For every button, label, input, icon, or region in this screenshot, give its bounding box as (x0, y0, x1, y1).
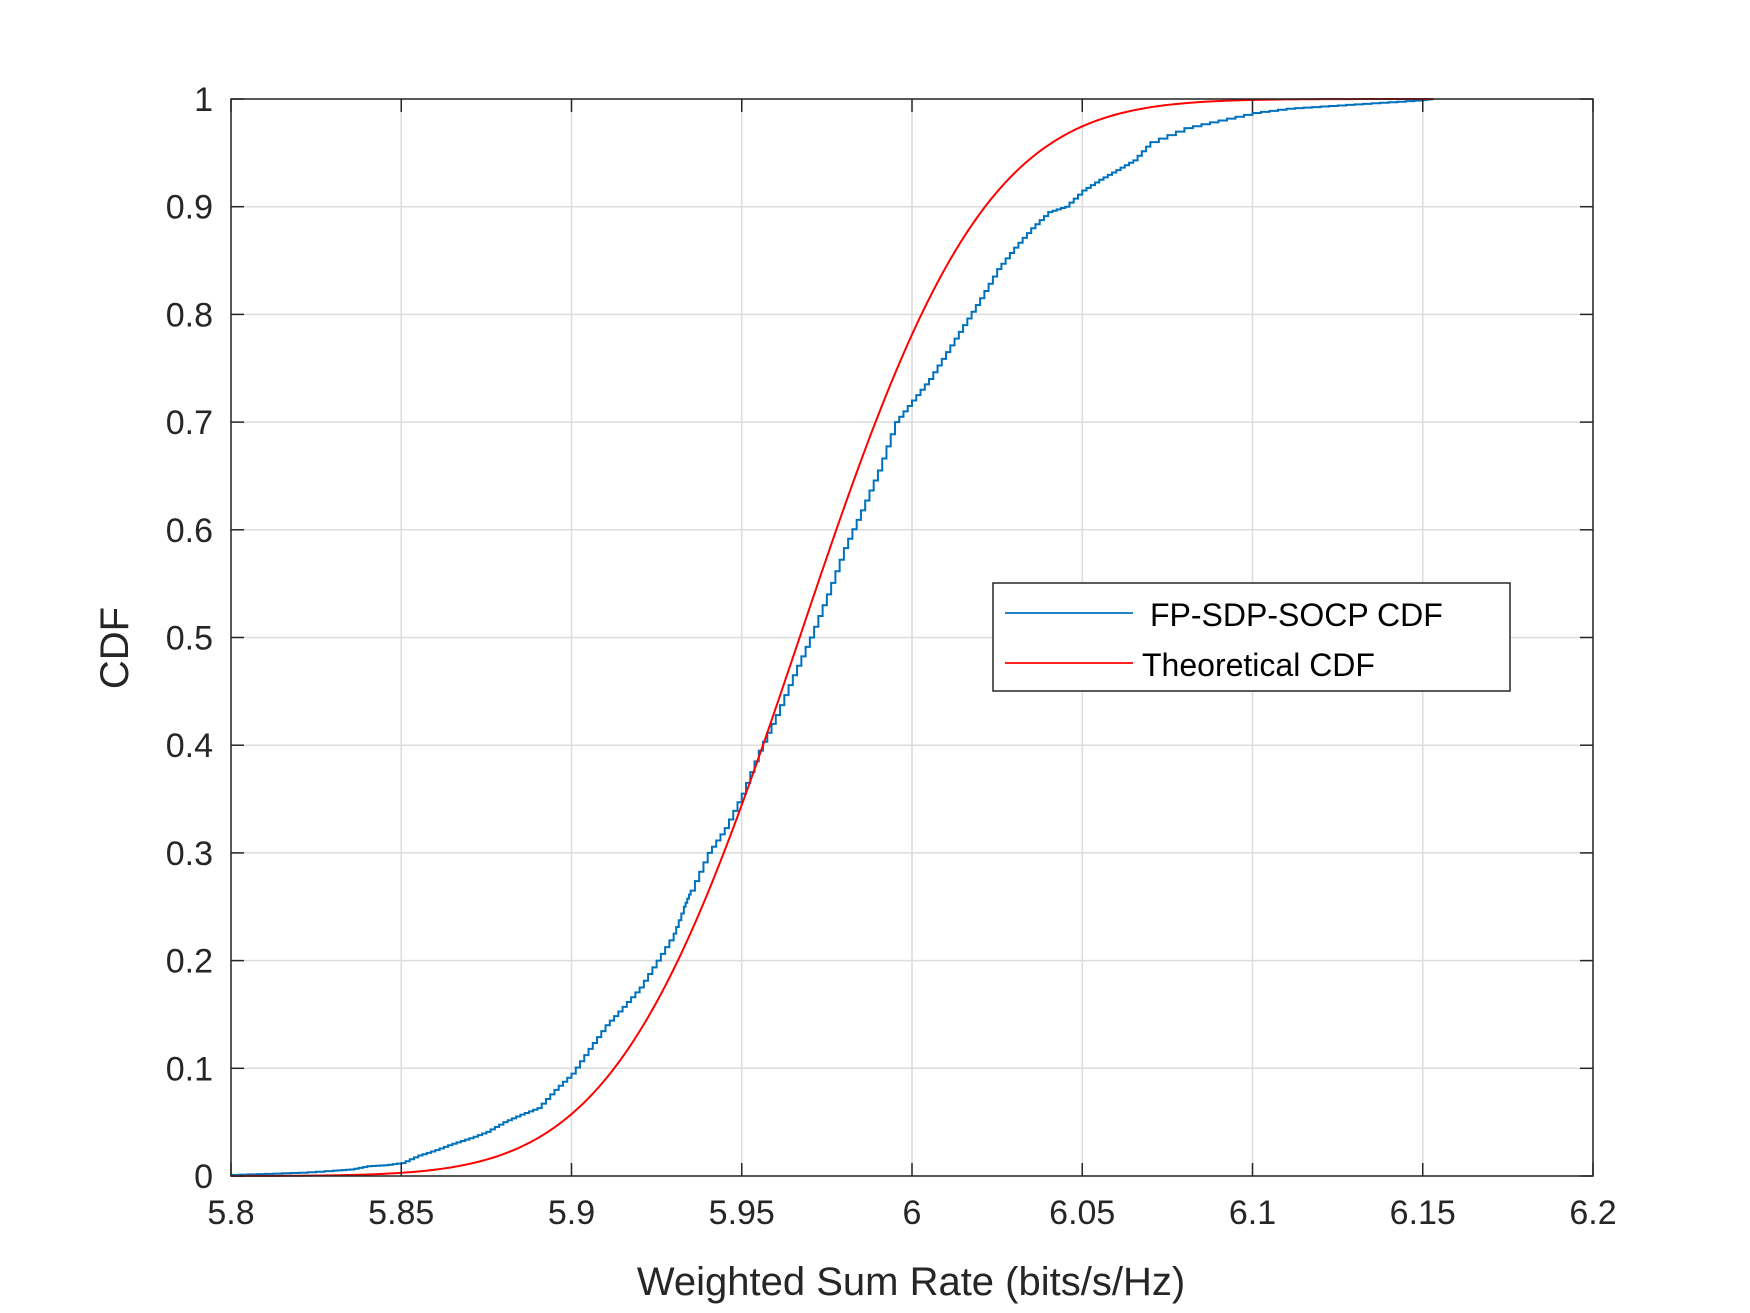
legend-label-theoretical: Theoretical CDF (1142, 647, 1375, 683)
legend: FP-SDP-SOCP CDF Theoretical CDF (992, 582, 1511, 692)
y-tick-label: 0.2 (166, 943, 213, 981)
y-tick-label: 0.6 (166, 512, 213, 550)
series-line-fp-sdp-socp (231, 98, 1434, 1176)
y-tick-label: 1 (194, 81, 213, 119)
x-axis-label: Weighted Sum Rate (bits/s/Hz) (637, 1260, 1185, 1304)
x-tick-label: 5.95 (709, 1194, 775, 1232)
x-tick-label: 5.8 (207, 1194, 254, 1232)
y-tick-label: 0.3 (166, 835, 213, 873)
x-tick-label: 5.85 (368, 1194, 434, 1232)
x-tick-label: 5.9 (548, 1194, 595, 1232)
y-tick-label: 0.8 (166, 296, 213, 334)
x-tick-label: 6 (903, 1194, 922, 1232)
series-line-theoretical (231, 98, 1433, 1177)
x-tick-label: 6.2 (1569, 1194, 1616, 1232)
legend-label-fp-sdp-socp: FP-SDP-SOCP CDF (1150, 597, 1443, 633)
tick-marks (230, 98, 1594, 1177)
x-tick-label: 6.05 (1049, 1194, 1115, 1232)
y-tick-label: 0.1 (166, 1050, 213, 1088)
y-axis-label: CDF (93, 607, 137, 689)
y-tick-label: 0 (194, 1158, 213, 1196)
x-tick-label: 6.15 (1390, 1194, 1456, 1232)
y-tick-label: 0.5 (166, 620, 213, 658)
y-tick-label: 0.4 (166, 727, 213, 765)
series-layer (231, 98, 1434, 1177)
y-tick-labels: 0 0.1 0.2 0.3 0.4 0.5 0.6 0.7 0.8 0.9 1 (166, 81, 213, 1196)
legend-box (992, 582, 1511, 692)
x-tick-label: 6.1 (1229, 1194, 1276, 1232)
y-tick-label: 0.9 (166, 189, 213, 227)
x-tick-labels: 5.8 5.85 5.9 5.95 6 6.05 6.1 6.15 6.2 (207, 1194, 1616, 1232)
y-tick-label: 0.7 (166, 404, 213, 442)
